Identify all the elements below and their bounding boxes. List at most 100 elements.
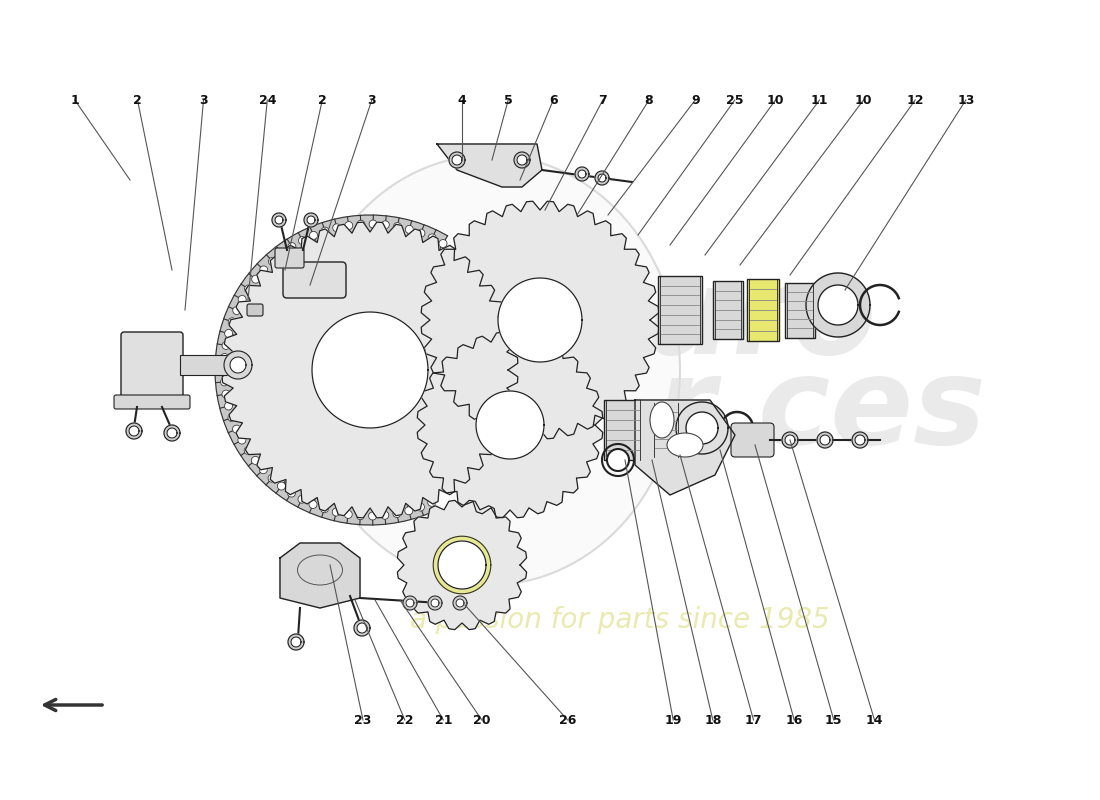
Polygon shape: [852, 432, 868, 448]
Circle shape: [428, 234, 437, 242]
Polygon shape: [167, 428, 177, 438]
Text: 8: 8: [645, 94, 653, 106]
Polygon shape: [312, 312, 428, 428]
Ellipse shape: [650, 402, 674, 438]
Polygon shape: [304, 213, 318, 227]
Circle shape: [277, 482, 285, 490]
Text: 14: 14: [866, 714, 883, 726]
Polygon shape: [578, 170, 586, 178]
Bar: [747, 279, 779, 341]
Polygon shape: [224, 351, 252, 379]
Polygon shape: [438, 541, 486, 589]
Polygon shape: [403, 596, 417, 610]
Circle shape: [309, 501, 317, 509]
Polygon shape: [437, 144, 542, 187]
Bar: [658, 276, 702, 344]
Polygon shape: [498, 278, 582, 362]
Polygon shape: [222, 222, 518, 518]
Circle shape: [333, 224, 341, 232]
Circle shape: [228, 414, 236, 422]
Text: 19: 19: [664, 714, 682, 726]
Circle shape: [287, 489, 296, 497]
Text: 22: 22: [396, 714, 414, 726]
Polygon shape: [818, 285, 858, 325]
Circle shape: [238, 436, 246, 444]
Polygon shape: [358, 623, 367, 633]
Polygon shape: [397, 500, 527, 630]
Circle shape: [232, 425, 241, 433]
Circle shape: [320, 505, 329, 513]
Polygon shape: [126, 423, 142, 439]
Circle shape: [268, 258, 276, 266]
Polygon shape: [292, 637, 301, 647]
Ellipse shape: [667, 433, 703, 457]
Polygon shape: [453, 596, 468, 610]
Circle shape: [417, 503, 425, 511]
Circle shape: [344, 510, 352, 518]
Bar: [785, 282, 815, 338]
Circle shape: [260, 466, 267, 474]
Polygon shape: [230, 357, 246, 373]
Circle shape: [394, 222, 402, 230]
Polygon shape: [820, 435, 830, 445]
Polygon shape: [417, 332, 603, 518]
Polygon shape: [517, 155, 527, 165]
Polygon shape: [575, 167, 589, 181]
FancyBboxPatch shape: [248, 304, 263, 316]
Text: 13: 13: [957, 94, 975, 106]
Circle shape: [244, 285, 253, 293]
Polygon shape: [476, 391, 544, 459]
Polygon shape: [635, 400, 735, 495]
Text: 10: 10: [855, 94, 872, 106]
Text: 2: 2: [133, 94, 142, 106]
Circle shape: [298, 495, 306, 503]
Polygon shape: [164, 425, 180, 441]
Circle shape: [239, 295, 246, 303]
Circle shape: [278, 250, 286, 258]
Circle shape: [370, 220, 377, 228]
Circle shape: [224, 402, 232, 410]
Text: 23: 23: [354, 714, 372, 726]
Circle shape: [356, 220, 365, 228]
Polygon shape: [514, 152, 530, 168]
Polygon shape: [806, 273, 870, 337]
FancyBboxPatch shape: [121, 332, 183, 398]
Polygon shape: [452, 155, 462, 165]
Text: 24: 24: [258, 94, 276, 106]
Text: 4: 4: [458, 94, 466, 106]
Circle shape: [224, 330, 232, 338]
Polygon shape: [817, 432, 833, 448]
Polygon shape: [782, 432, 797, 448]
Circle shape: [288, 242, 296, 250]
Circle shape: [393, 510, 400, 518]
Polygon shape: [686, 412, 718, 444]
Circle shape: [332, 508, 340, 516]
Text: 16: 16: [785, 714, 803, 726]
Polygon shape: [598, 174, 606, 182]
Circle shape: [309, 231, 318, 239]
Text: 18: 18: [704, 714, 722, 726]
Text: 12: 12: [906, 94, 924, 106]
Polygon shape: [307, 216, 315, 224]
Circle shape: [268, 474, 276, 482]
Circle shape: [381, 511, 388, 519]
Text: 10: 10: [767, 94, 784, 106]
Text: 5: 5: [504, 94, 513, 106]
FancyBboxPatch shape: [732, 423, 774, 457]
Circle shape: [356, 512, 364, 520]
Polygon shape: [275, 216, 283, 224]
Circle shape: [220, 366, 228, 374]
Circle shape: [252, 457, 260, 465]
Circle shape: [220, 378, 229, 386]
Polygon shape: [129, 426, 139, 436]
Polygon shape: [456, 599, 464, 607]
Bar: [713, 281, 743, 339]
FancyBboxPatch shape: [114, 395, 190, 409]
Text: r ces: r ces: [654, 351, 986, 469]
Text: 2: 2: [318, 94, 327, 106]
Circle shape: [368, 512, 376, 520]
Text: euro: euro: [563, 262, 877, 378]
Text: 20: 20: [473, 714, 491, 726]
Polygon shape: [433, 536, 491, 594]
Text: 26: 26: [559, 714, 576, 726]
